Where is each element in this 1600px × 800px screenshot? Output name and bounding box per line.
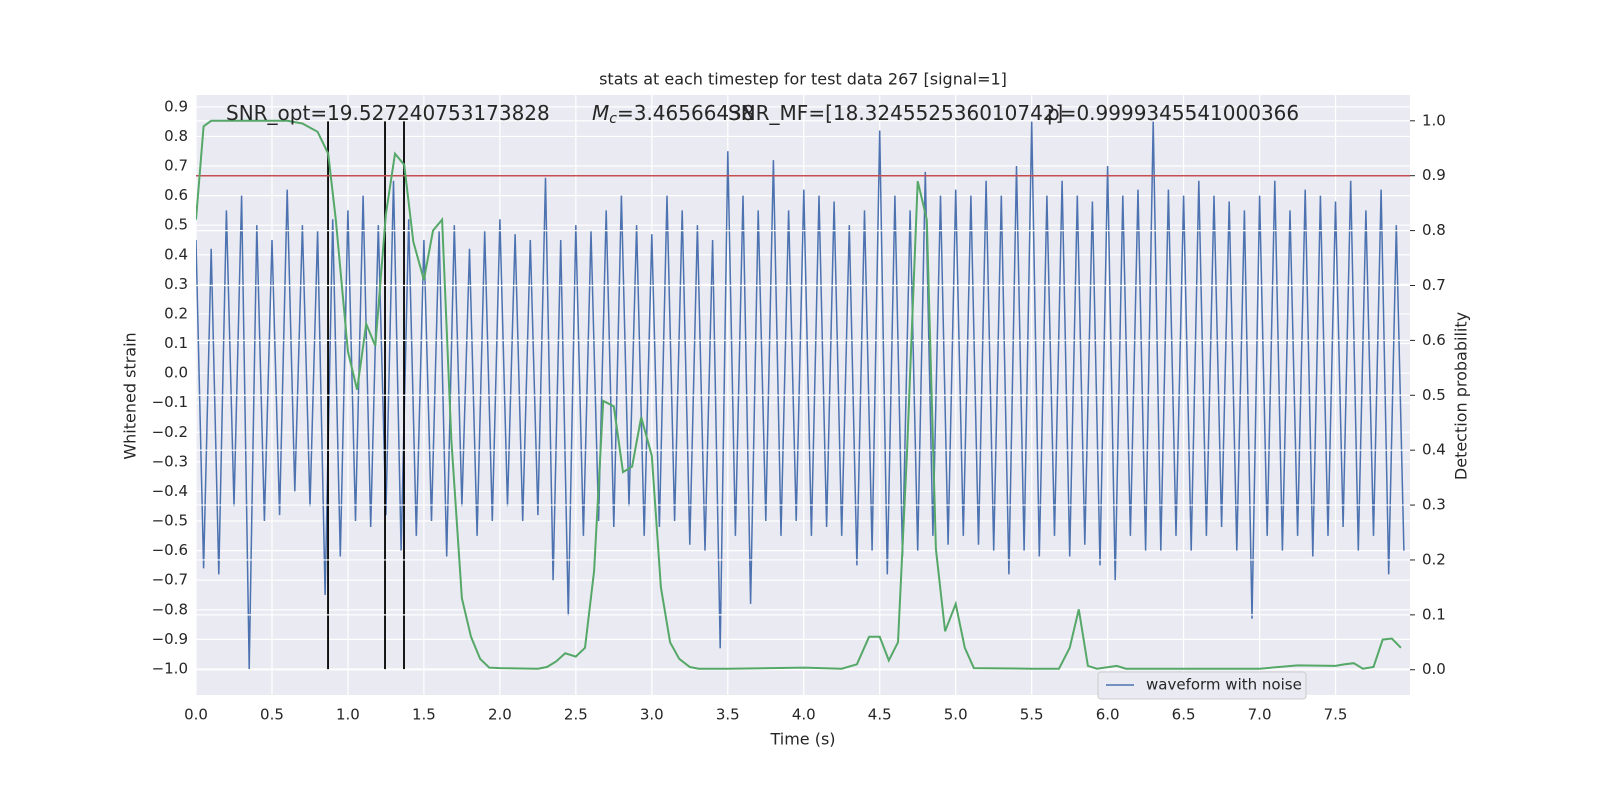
y-tick-label: 0.9 xyxy=(164,97,188,115)
chart-title: stats at each timestep for test data 267… xyxy=(599,70,1007,89)
annotation-text: SNR_opt=19.527240753173828 xyxy=(226,101,550,125)
x-tick-label: 4.0 xyxy=(792,706,816,724)
y-axis-label: Whitened strain xyxy=(121,332,140,459)
x-tick-label: 2.0 xyxy=(488,706,512,724)
annotation: p=0.9999345541000366 xyxy=(1047,101,1299,125)
y-tick-label: 0.4 xyxy=(164,245,188,263)
y-tick-label: −0.9 xyxy=(152,630,188,648)
x-tick-label: 6.0 xyxy=(1096,706,1120,724)
x-tick-label: 3.5 xyxy=(716,706,740,724)
annotation-text: p=0.9999345541000366 xyxy=(1047,101,1299,125)
y2-tick-label: 0.3 xyxy=(1422,496,1446,514)
y-tick-label: 0.1 xyxy=(164,334,188,352)
x-axis-label: Time (s) xyxy=(769,730,835,749)
y-tick-label: 0.2 xyxy=(164,304,188,322)
x-tick-label: 7.0 xyxy=(1248,706,1272,724)
y-tick-label: 0.0 xyxy=(164,364,188,382)
x-tick-label: 3.0 xyxy=(640,706,664,724)
y2-tick-label: 0.7 xyxy=(1422,276,1446,294)
y2-axis-label: Detection probability xyxy=(1452,312,1471,480)
y2-tick-label: 0.2 xyxy=(1422,550,1446,568)
y-tick-label: 0.3 xyxy=(164,275,188,293)
x-tick-label: 4.5 xyxy=(868,706,892,724)
series-line xyxy=(196,119,1402,670)
y-tick-label: −0.8 xyxy=(152,600,188,618)
legend-box xyxy=(1097,671,1307,700)
x-tick-label: 5.0 xyxy=(944,706,968,724)
y-tick-label: 0.6 xyxy=(164,186,188,204)
x-tick-label: 5.5 xyxy=(1020,706,1044,724)
y-tick-label: −0.2 xyxy=(152,423,188,441)
y2-tick-label: 0.5 xyxy=(1422,386,1446,404)
annotation-subscript: c xyxy=(609,111,617,127)
y2-tick-label: 0.4 xyxy=(1422,441,1446,459)
annotation: SNR_opt=19.527240753173828 xyxy=(226,101,550,125)
y-tick-label: −0.6 xyxy=(152,541,188,559)
y-tick-label: −0.1 xyxy=(152,393,188,411)
x-tick-label: 7.5 xyxy=(1324,706,1348,724)
x-tick-label: 1.0 xyxy=(336,706,360,724)
annotation: SNR_MF=[18.324552536010742] xyxy=(728,101,1063,125)
y-tick-label: −0.3 xyxy=(152,452,188,470)
x-tick-label: 6.5 xyxy=(1172,706,1196,724)
y2-tick-label: 0.9 xyxy=(1422,166,1446,184)
x-tick-label: 1.5 xyxy=(412,706,436,724)
y-tick-label: −0.5 xyxy=(152,512,188,530)
y-tick-label: −0.7 xyxy=(152,571,188,589)
y2-tick-label: 0.8 xyxy=(1422,221,1446,239)
annotation-suffix: =3.46566438 xyxy=(617,101,755,125)
annotation-text: M xyxy=(592,101,609,125)
x-tick-label: 0.5 xyxy=(260,706,284,724)
x-tick-label: 0.0 xyxy=(184,706,208,724)
y-tick-label: 0.5 xyxy=(164,216,188,234)
legend-label: waveform with noise xyxy=(1146,676,1302,694)
annotation-text: SNR_MF=[18.324552536010742] xyxy=(728,101,1063,125)
y2-tick-label: 0.1 xyxy=(1422,605,1446,623)
y-tick-label: 0.7 xyxy=(164,157,188,175)
y2-tick-label: 1.0 xyxy=(1422,111,1446,129)
annotation: Mc=3.46566438 xyxy=(592,101,755,128)
y-tick-label: 0.8 xyxy=(164,127,188,145)
x-tick-label: 2.5 xyxy=(564,706,588,724)
y-tick-label: −0.4 xyxy=(152,482,188,500)
series-line xyxy=(196,121,1405,670)
y2-tick-label: 0.6 xyxy=(1422,331,1446,349)
y2-tick-label: 0.0 xyxy=(1422,660,1446,678)
y-tick-label: −1.0 xyxy=(152,659,188,677)
